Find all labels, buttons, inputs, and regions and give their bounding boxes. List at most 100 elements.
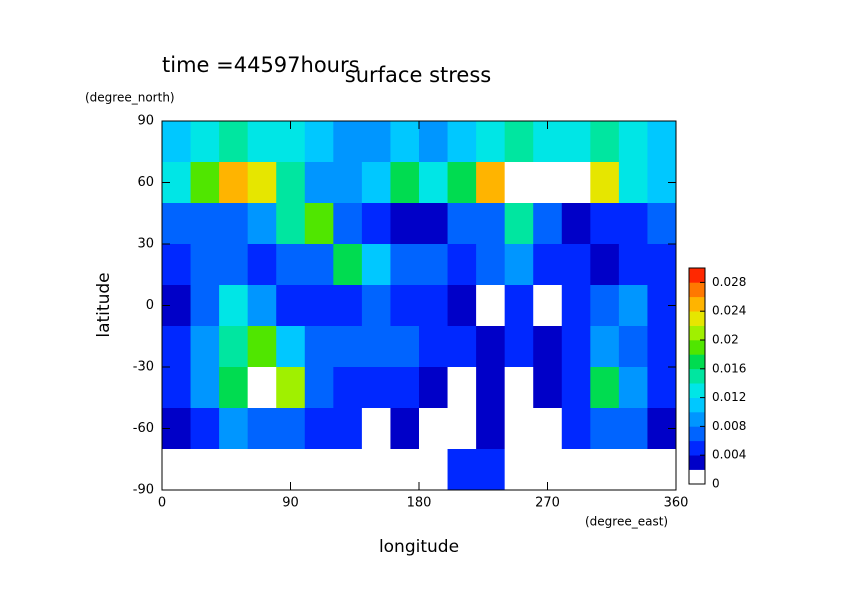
- cell: [447, 121, 477, 163]
- x-tick-label: 90: [282, 496, 299, 511]
- cell: [162, 449, 192, 491]
- cell: [647, 449, 677, 491]
- cell: [333, 285, 363, 327]
- cell: [419, 285, 449, 327]
- cell: [504, 244, 534, 286]
- cell: [219, 121, 249, 163]
- cell: [618, 449, 648, 491]
- cell: [190, 285, 220, 327]
- cell: [561, 449, 591, 491]
- cell: [447, 326, 477, 368]
- cell: [276, 203, 306, 245]
- cell: [561, 367, 591, 409]
- colorbar-tick-label: 0.016: [712, 361, 746, 375]
- cell: [618, 121, 648, 163]
- cell: [390, 326, 420, 368]
- cell: [561, 203, 591, 245]
- cell: [190, 326, 220, 368]
- cell: [304, 326, 334, 368]
- x-tick-label: 180: [407, 496, 432, 511]
- cell: [647, 121, 677, 163]
- cell: [561, 326, 591, 368]
- cell: [219, 203, 249, 245]
- x-axis-label: longitude: [379, 537, 459, 557]
- cell: [476, 408, 506, 450]
- colorbar-band: [689, 296, 705, 312]
- cell: [504, 408, 534, 450]
- cell: [361, 285, 391, 327]
- cell: [590, 408, 620, 450]
- cell: [390, 203, 420, 245]
- cell: [333, 326, 363, 368]
- cell: [447, 162, 477, 204]
- cell: [447, 203, 477, 245]
- cell: [390, 449, 420, 491]
- colorbar-band: [689, 412, 705, 427]
- cell: [476, 121, 506, 163]
- cell: [419, 244, 449, 286]
- cell: [247, 367, 277, 409]
- cell: [276, 408, 306, 450]
- cell: [190, 449, 220, 491]
- cell: [504, 367, 534, 409]
- y-tick-label: 90: [137, 114, 154, 129]
- cell: [476, 326, 506, 368]
- cell: [561, 285, 591, 327]
- y-tick-label: -90: [133, 483, 154, 498]
- cell: [219, 326, 249, 368]
- cell: [333, 203, 363, 245]
- cell: [504, 121, 534, 163]
- cell: [590, 121, 620, 163]
- colorbar-band: [689, 368, 705, 384]
- cell: [590, 367, 620, 409]
- cell: [219, 367, 249, 409]
- field: [162, 121, 677, 491]
- cell: [276, 162, 306, 204]
- cell: [361, 367, 391, 409]
- cell: [190, 121, 220, 163]
- cell: [533, 162, 563, 204]
- cell: [304, 408, 334, 450]
- cell: [447, 408, 477, 450]
- cell: [361, 203, 391, 245]
- cell: [618, 244, 648, 286]
- y-tick-label: -30: [133, 360, 154, 375]
- colorbar-frame: [688, 267, 706, 485]
- cell: [533, 408, 563, 450]
- colorbar-band: [689, 325, 705, 341]
- cell: [247, 326, 277, 368]
- cell: [618, 285, 648, 327]
- cell: [504, 326, 534, 368]
- cell: [561, 121, 591, 163]
- cell: [276, 326, 306, 368]
- colorbar-band: [689, 383, 705, 398]
- cell: [162, 244, 192, 286]
- cell: [162, 367, 192, 409]
- colorbar-band: [689, 469, 705, 485]
- cell: [162, 121, 192, 163]
- x-unit: (degree_east): [585, 515, 668, 529]
- cell: [162, 203, 192, 245]
- cell: [276, 285, 306, 327]
- y-unit: (degree_north): [85, 91, 175, 105]
- cell: [219, 244, 249, 286]
- cell: [304, 244, 334, 286]
- cell: [447, 367, 477, 409]
- cell: [190, 367, 220, 409]
- cell: [447, 449, 477, 491]
- cell: [476, 203, 506, 245]
- cell: [476, 285, 506, 327]
- time-label: time =44597hours: [162, 53, 360, 77]
- cell: [304, 203, 334, 245]
- cell: [219, 408, 249, 450]
- cell: [590, 162, 620, 204]
- cell: [419, 408, 449, 450]
- cell: [504, 449, 534, 491]
- cell: [333, 162, 363, 204]
- cell: [361, 449, 391, 491]
- cell: [419, 203, 449, 245]
- cell: [190, 203, 220, 245]
- cell: [447, 285, 477, 327]
- cell: [361, 408, 391, 450]
- cell: [447, 244, 477, 286]
